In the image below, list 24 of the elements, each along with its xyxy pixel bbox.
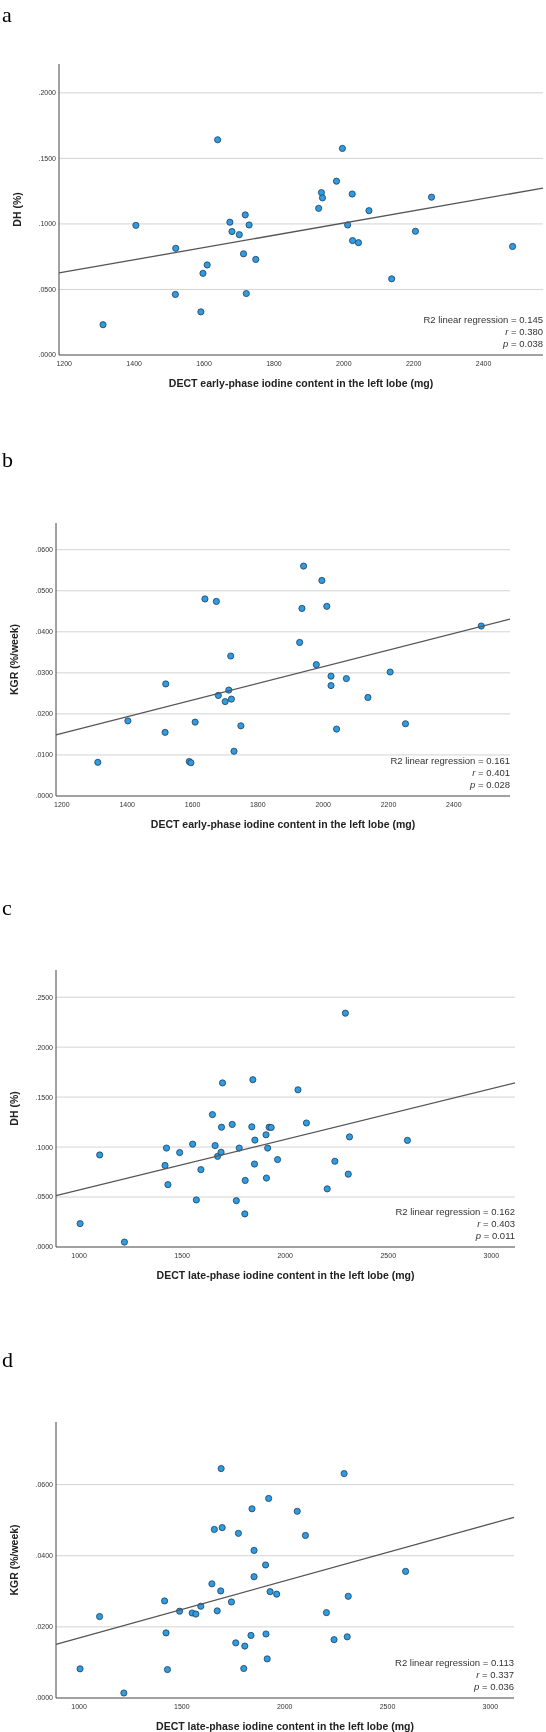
chart-title: c	[2, 895, 12, 920]
y-axis-title: KGR (%/week)	[8, 1524, 20, 1596]
annotation: R2 linear regression = 0.113	[395, 1657, 514, 1668]
y-axis-title: DH (%)	[8, 1091, 20, 1126]
annotation: p = 0.036	[473, 1681, 514, 1692]
x-axis-title: DECT late-phase iodine content in the left lobe (mg)	[156, 1720, 414, 1732]
annotation: p = 0.028	[469, 779, 510, 790]
annotation: R2 linear regression = 0.161	[390, 755, 510, 766]
annotation: r = 0.403	[477, 1218, 515, 1229]
annotation: r = 0.337	[476, 1669, 514, 1680]
y-axis-title: DH (%)	[11, 192, 23, 227]
annotation: p = 0.038	[502, 338, 543, 349]
chart-title: d	[2, 1347, 13, 1372]
annotation: r = 0.380	[505, 326, 543, 337]
y-axis-title: KGR (%/week)	[8, 623, 20, 696]
annotation: R2 linear regression = 0.162	[395, 1206, 515, 1217]
chart-title: a	[2, 2, 12, 27]
x-axis-title: DECT late-phase iodine content in the left lobe (mg)	[156, 1269, 415, 1281]
x-axis-title: DECT early-phase iodine content in the left lobe (mg)	[150, 818, 416, 830]
chart-title: b	[2, 447, 13, 472]
annotation: r = 0.401	[472, 767, 510, 778]
x-axis-title: DECT early-phase iodine content in the left lobe (mg)	[168, 377, 434, 389]
annotation: R2 linear regression = 0.145	[423, 314, 543, 325]
annotation: p = 0.011	[474, 1230, 515, 1241]
